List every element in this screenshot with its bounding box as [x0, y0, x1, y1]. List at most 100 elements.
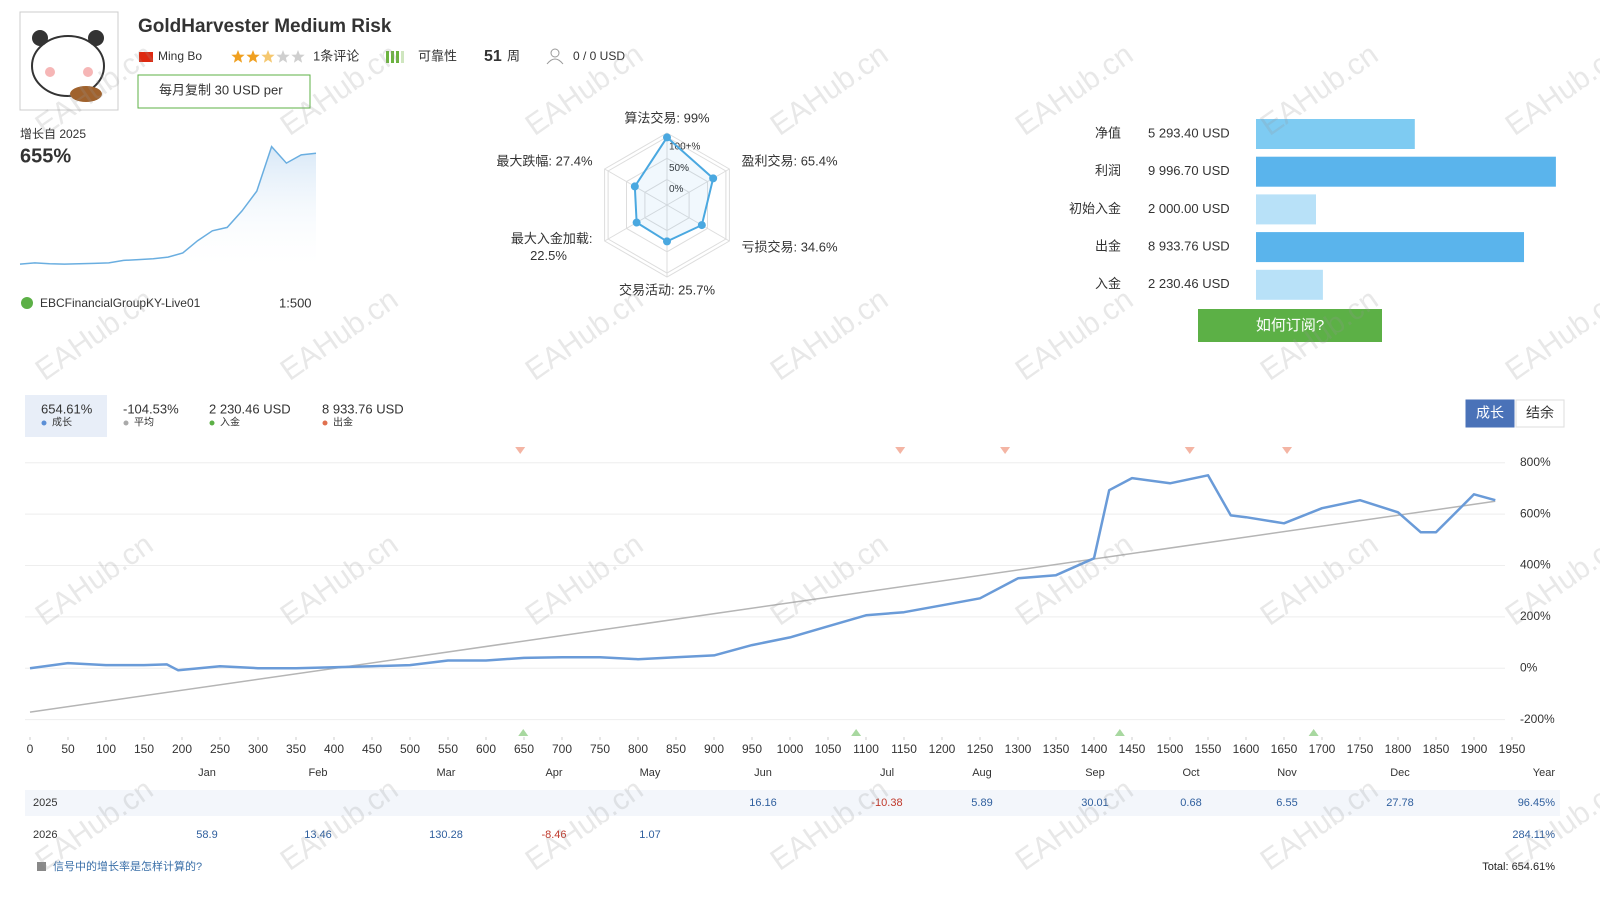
table-cell: 30.01	[1081, 797, 1109, 809]
x-tick-label: 100	[96, 742, 116, 756]
summary-value: 8 933.76 USD	[322, 401, 404, 416]
withdrawal-marker	[1000, 447, 1011, 454]
x-tick-label: 200	[172, 742, 192, 756]
subscribe-button[interactable]	[1198, 309, 1382, 342]
column-header: Feb	[309, 767, 328, 779]
avatar-ear	[32, 30, 48, 46]
column-header: Mar	[437, 767, 456, 779]
table-cell: 16.16	[749, 797, 777, 809]
avatar-face	[31, 35, 105, 97]
bar	[1256, 119, 1415, 149]
tab[interactable]	[1465, 399, 1515, 428]
tab-label: 结余	[1526, 405, 1554, 421]
deposit-marker	[851, 729, 862, 736]
rating-star	[261, 50, 275, 63]
radar-spoke	[666, 204, 730, 242]
bar-label: 入金	[1095, 276, 1121, 291]
copy-button[interactable]	[137, 74, 311, 109]
table-cell: 5.89	[971, 797, 992, 809]
watermark: EAHub.cn	[765, 283, 895, 388]
rating-star	[276, 50, 290, 63]
mini-line	[19, 145, 317, 265]
x-tick-label: 750	[590, 742, 610, 756]
deposit-marker	[518, 729, 529, 736]
withdrawal-marker	[1282, 447, 1293, 454]
column-header: Jul	[880, 767, 894, 779]
bar-value-label: 8 933.76 USD	[1148, 239, 1230, 254]
account: EBCFinancialGroupKY-Live01	[40, 296, 201, 310]
x-tick-label: 900	[704, 742, 724, 756]
summary-dot	[209, 420, 215, 426]
withdrawal-marker	[895, 447, 906, 454]
table-cell: 130.28	[429, 829, 463, 841]
summary-value: 2 230.46 USD	[209, 401, 291, 416]
x-tick-label: 600	[476, 742, 496, 756]
avatar-ear	[88, 30, 104, 46]
reliability-bar	[401, 51, 404, 63]
tab[interactable]	[1515, 399, 1565, 428]
bar-value-label: 9 996.70 USD	[1148, 163, 1230, 178]
x-tick-label: 1750	[1347, 742, 1374, 756]
radar-point	[709, 174, 718, 183]
y-tick-label: 0%	[1520, 660, 1538, 674]
column-header: Sep	[1085, 767, 1105, 779]
radar-spoke	[666, 168, 730, 206]
x-tick-label: 1150	[891, 742, 917, 756]
table-cell: 58.9	[196, 829, 217, 841]
table-cell: 0.68	[1180, 797, 1201, 809]
bar-label: 初始入金	[1069, 201, 1121, 216]
bar	[1256, 232, 1525, 263]
bar-value-label: 5 293.40 USD	[1148, 125, 1230, 140]
watermark: EAHub.cn	[1010, 283, 1140, 388]
x-tick-label: 400	[324, 742, 344, 756]
x-tick-label: 1900	[1461, 742, 1488, 756]
x-tick-label: 1200	[929, 742, 956, 756]
radar-label: 最大跌幅: 27.4%	[496, 153, 593, 168]
table-cell: 96.45%	[1518, 797, 1556, 809]
radar-label: 交易活动: 25.7%	[619, 282, 716, 297]
column-header: Jun	[754, 767, 772, 779]
reviews: 1条评论	[313, 48, 359, 63]
bar-value-label: 2 000.00 USD	[1148, 201, 1230, 216]
radar-tick-label: 100+%	[669, 142, 701, 153]
radar-point	[697, 221, 706, 230]
table-row	[25, 822, 1560, 848]
rating-star	[246, 50, 260, 63]
radar-label: 亏损交易: 34.6%	[741, 239, 838, 254]
x-tick-label: 0	[27, 742, 34, 756]
row-label: 2025	[33, 797, 57, 809]
summary-value: -104.53%	[123, 401, 179, 416]
table-cell: 13.46	[304, 829, 332, 841]
column-header: Dec	[1390, 767, 1410, 779]
rating-star	[291, 50, 305, 63]
x-tick-label: 150	[134, 742, 154, 756]
bar-label: 利润	[1095, 163, 1121, 178]
bar	[1256, 194, 1316, 225]
column-header: May	[640, 767, 661, 779]
growth-line	[29, 474, 1496, 672]
summary-label: 平均	[134, 417, 154, 429]
weeks-unit: 周	[507, 48, 520, 63]
summary-dot	[123, 420, 129, 426]
table-cell: -8.46	[541, 829, 566, 841]
radar-point	[632, 218, 641, 227]
x-tick-label: 1700	[1309, 742, 1336, 756]
growth: 655%	[20, 145, 71, 167]
subscribers-icon	[550, 48, 560, 58]
avatar-cheek	[83, 67, 93, 77]
avatar-violin	[70, 86, 102, 102]
x-tick-label: 950	[742, 742, 762, 756]
column-header: Year	[1533, 767, 1556, 779]
radar-label: 算法交易: 99%	[624, 110, 710, 125]
author: Ming Bo	[158, 49, 202, 63]
x-tick-label: 1250	[967, 742, 994, 756]
subscribers-icon	[546, 58, 564, 65]
leverage: 1:500	[279, 295, 312, 310]
footer-link: 信号中的增长率是怎样计算的?	[53, 859, 202, 873]
x-tick-label: 450	[362, 742, 382, 756]
deposit-marker	[1308, 729, 1319, 736]
table-row	[25, 790, 1560, 816]
bar-label: 出金	[1095, 239, 1121, 254]
radar-point	[663, 237, 671, 246]
table-cell: 6.55	[1276, 797, 1297, 809]
